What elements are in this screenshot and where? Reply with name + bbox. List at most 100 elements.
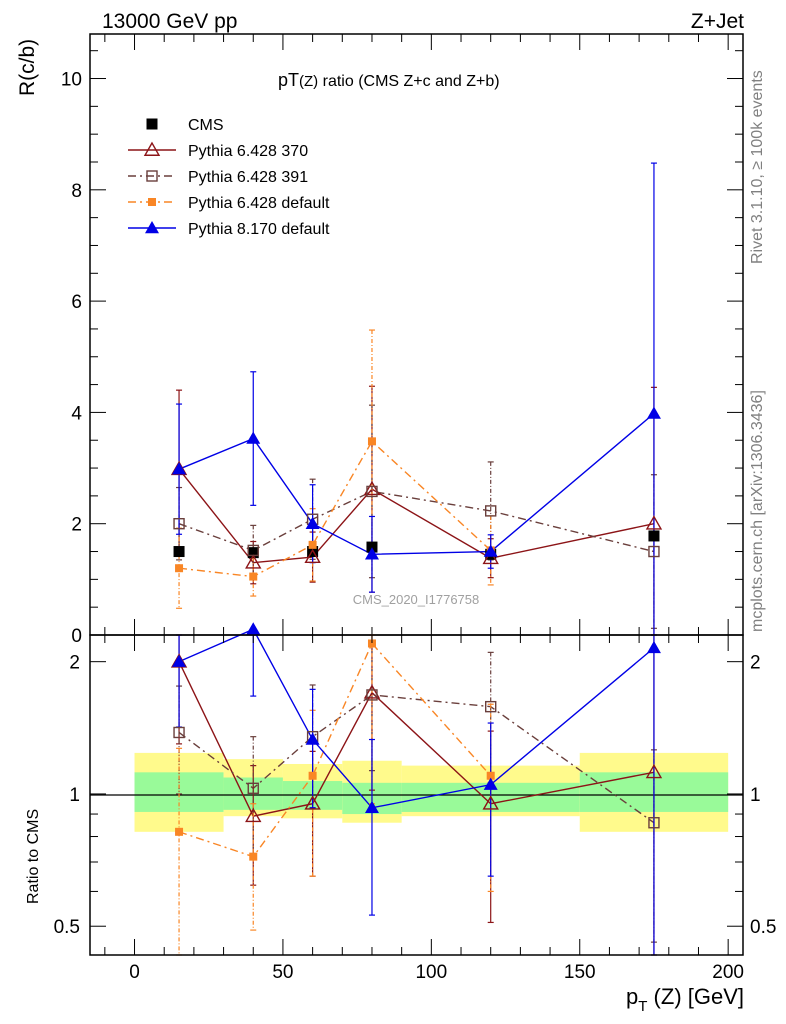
y-tick-label: 8 [71,181,82,202]
main-ticks [90,34,743,636]
x-axis-label-main: p [626,984,638,1009]
main-line-pythia-8-170-default [178,412,655,556]
mcplots-label: mcplots.cern.ch [arXiv:1306.3436] [749,390,766,632]
ratio-point-pythia-6-428-370 [482,795,499,810]
legend-item-cms: CMS [146,117,224,134]
main-line-pythia-6-428-370 [178,468,655,564]
main-point-pythia-6-428-default [308,540,317,549]
main-point-pythia-6-428-default [249,572,258,581]
legend-label-cms: CMS [188,117,224,134]
legend-label-pythia-6-428-default: Pythia 6.428 default [188,195,330,212]
legend-marker-pythia-6-428-370 [143,141,161,156]
ratio-point-pythia-6-428-default [367,639,376,648]
legend-label-pythia-8-170-default: Pythia 8.170 default [188,221,330,238]
ratio-point-pythia-6-428-370 [245,807,262,823]
main-point-pythia-8-170-default [246,431,261,444]
ratio-point-pythia-6-428-391 [247,782,259,795]
main-point-pythia-6-428-370 [363,480,381,496]
x-axis-label-rest: (Z) [GeV] [647,984,744,1009]
ratio-line-pythia-6-428-default [178,642,492,858]
ratio-y-tick-label: 0.5 [54,917,80,938]
main-point-cms [247,547,259,559]
ratio-frame [89,634,744,956]
ratio-y-tick-labels: 0.5 0.5 1 1 2 2 [54,653,777,939]
ratio-point-pythia-8-170-default [364,800,379,814]
legend-item-pythia-6-428-370: Pythia 6.428 370 [128,141,308,160]
x-axis-label: pT (Z) [GeV] [626,984,744,1015]
ratio-point-pythia-6-428-default [308,771,317,780]
plot-title-prefix: pT [278,70,299,90]
plot-title-suffix: ratio (CMS Z+c and Z+b) [318,73,499,90]
ratio-y-tick-label-right: 2 [750,653,761,674]
legend-marker-pythia-8-170-default [145,221,159,234]
ratio-markers [170,622,663,861]
main-point-pythia-6-428-391 [648,545,660,558]
main-point-cms [173,546,185,558]
legend-label-pythia-6-428-370: Pythia 6.428 370 [188,143,308,160]
ratio-line-pythia-6-428-370 [178,661,655,817]
ratio-point-pythia-6-428-default [175,827,184,836]
ratio-point-pythia-8-170-default [246,622,261,635]
plot-title: pT(Z) ratio (CMS Z+c and Z+b) [278,70,500,90]
x-tick-label: 200 [712,962,744,983]
main-y-tick-labels: 0 2 4 6 8 10 [61,70,83,647]
main-point-pythia-6-428-391 [366,485,378,498]
y-tick-label: 0 [71,626,82,647]
ratio-point-pythia-6-428-391 [366,689,378,701]
y-tick-label: 10 [61,70,82,91]
main-point-pythia-6-428-370 [482,549,499,565]
ratio-point-pythia-6-428-391 [648,817,660,829]
ratio-point-pythia-6-428-391 [485,700,497,713]
main-point-pythia-6-428-default [367,437,376,446]
main-point-pythia-8-170-default [646,406,661,419]
ratio-line-pythia-6-428-391 [178,694,655,824]
header-collision: 13000 GeV pp [102,10,237,33]
main-point-pythia-6-428-default [175,564,184,573]
x-tick-labels: 0 50 100 150 200 [129,962,744,983]
y-tick-label: 4 [71,403,82,424]
main-point-pythia-6-428-370 [645,515,663,530]
main-point-pythia-8-170-default [172,462,187,475]
main-line-pythia-6-428-default [178,440,492,578]
y-axis-label: R(c/b) [16,39,39,96]
ratio-point-pythia-6-428-370 [304,795,321,810]
ratio-panel: 0.5 0.5 1 1 2 2 0 50 100 150 200 [54,622,777,983]
uncertainty-band [134,752,729,832]
main-series-lines [178,412,655,578]
plot-title-sub: (Z) [299,73,318,90]
main-point-cms [307,546,319,558]
main-point-cms [366,541,378,553]
header-process: Z+Jet [691,10,744,33]
y-tick-label: 2 [71,515,82,536]
rivet-label: Rivet 3.1.10, ≥ 100k events [749,70,766,264]
analysis-watermark: CMS_2020_I1776758 [353,592,480,607]
x-tick-label: 0 [129,962,140,983]
main-point-pythia-6-428-391 [173,518,185,530]
main-point-pythia-8-170-default [364,547,379,560]
main-line-pythia-6-428-391 [178,490,655,553]
main-panel: 0 2 4 6 8 10 pT(Z) ratio (CMS Z+c and Z+b) CM… [61,33,744,647]
legend-marker-pythia-6-428-391 [146,170,158,182]
main-point-pythia-6-428-370 [245,554,262,569]
ratio-point-pythia-6-428-default [249,852,258,861]
x-tick-label: 50 [272,962,293,983]
main-point-pythia-8-170-default [483,544,498,557]
legend-item-pythia-8-170-default: Pythia 8.170 default [128,221,330,238]
x-tick-label: 100 [415,962,447,983]
ratio-y-tick-label-right: 0.5 [750,917,776,938]
ratio-y-tick-label-right: 1 [750,785,761,806]
legend: CMS Pythia 6.428 370 Pythia 6.428 391 Pythi… [128,117,330,238]
legend-label-pythia-6-428-391: Pythia 6.428 391 [188,169,308,186]
ratio-point-pythia-8-170-default [172,654,187,667]
ratio-axis-label: Ratio to CMS [25,809,42,904]
main-point-pythia-6-428-391 [247,544,259,557]
ratio-ticks [90,635,743,955]
main-point-pythia-6-428-391 [485,505,497,517]
main-point-cms [648,530,660,542]
main-markers [170,406,663,581]
legend-marker-cms [146,118,158,130]
ratio-point-pythia-8-170-default [646,640,661,654]
ratio-y-tick-label: 2 [69,653,80,674]
y-tick-label: 6 [71,292,82,313]
